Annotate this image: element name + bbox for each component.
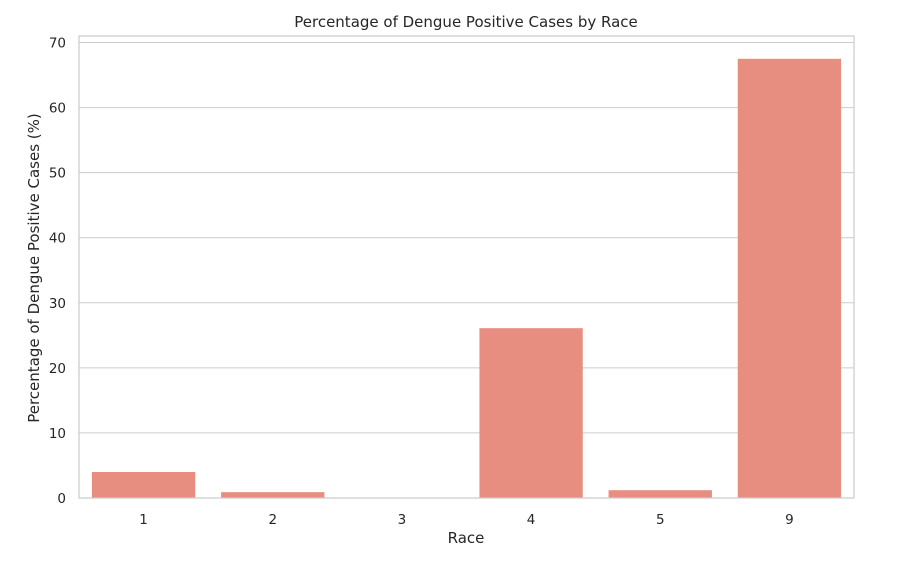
bars [91,58,842,498]
x-tick-labels: 1 2 3 4 5 9 [139,512,793,528]
x-tick-label-3: 3 [398,512,407,528]
bar-race-2 [221,492,325,498]
y-tick-label-70: 70 [49,36,66,52]
y-tick-label-10: 10 [49,426,66,442]
x-tick-label-5: 5 [656,512,665,528]
x-tick-label-2: 2 [268,512,277,528]
bar-race-9 [737,58,842,498]
chart-title: Percentage of Dengue Positive Cases by R… [294,13,638,31]
y-tick-label-20: 20 [49,361,66,377]
x-tick-label-9: 9 [785,512,794,528]
bar-race-4 [479,328,583,498]
y-tick-labels: 0 10 20 30 40 50 60 70 [49,36,66,507]
x-axis-label: Race [448,529,485,547]
bar-race-5 [608,490,712,498]
y-tick-label-40: 40 [49,231,66,247]
x-tick-label-4: 4 [527,512,536,528]
y-tick-label-60: 60 [49,101,66,117]
y-tick-label-50: 50 [49,166,66,182]
y-axis-label: Percentage of Dengue Positive Cases (%) [25,113,43,423]
y-tick-label-30: 30 [49,296,66,312]
plot-frame [78,35,855,499]
x-tick-label-1: 1 [139,512,148,528]
bar-race-1 [91,471,196,498]
y-tick-label-0: 0 [57,491,66,507]
